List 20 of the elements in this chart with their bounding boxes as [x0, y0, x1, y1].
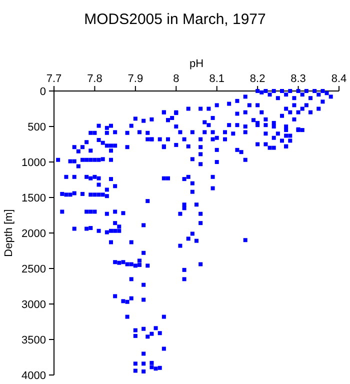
x-tick-label: 7.8 [87, 73, 102, 85]
x-tick-label: 8 [173, 73, 180, 85]
y-tick-label: 4000 [22, 370, 46, 382]
y-tick-label: 2500 [22, 264, 46, 276]
x-tick-label: 7.7 [46, 73, 62, 85]
y-tick-label: 1000 [22, 157, 46, 169]
x-tick-label: 8.3 [290, 73, 306, 85]
y-tick-label: 500 [28, 122, 46, 134]
x-tick-label: 7.9 [128, 73, 144, 85]
x-tick-label: 8.1 [209, 73, 225, 85]
y-tick-label: 2000 [22, 228, 46, 240]
y-tick-label: 0 [40, 86, 46, 98]
y-tick-label: 3500 [22, 334, 46, 346]
chart-title: MODS2005 in March, 1977 [84, 11, 266, 28]
y-tick-label: 3000 [22, 299, 46, 311]
x-axis-title: pH [189, 58, 204, 70]
y-tick-label: 1500 [22, 192, 46, 204]
y-axis-title: Depth [m] [3, 209, 15, 257]
x-tick-label: 8.4 [331, 73, 347, 85]
x-tick-label: 8.2 [250, 73, 266, 85]
